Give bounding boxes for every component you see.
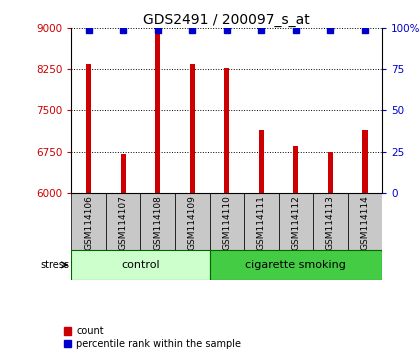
- Bar: [244, 193, 278, 250]
- Bar: [175, 193, 210, 250]
- Text: GSM114107: GSM114107: [119, 195, 128, 250]
- Bar: [328, 152, 333, 193]
- Text: GSM114114: GSM114114: [360, 195, 370, 250]
- Bar: [121, 154, 126, 193]
- Bar: [106, 193, 140, 250]
- Text: stress: stress: [41, 260, 70, 270]
- Bar: [278, 193, 313, 250]
- Text: GSM114110: GSM114110: [222, 195, 231, 250]
- Bar: [155, 31, 160, 193]
- Bar: [210, 193, 244, 250]
- Bar: [71, 250, 210, 280]
- Title: GDS2491 / 200097_s_at: GDS2491 / 200097_s_at: [143, 13, 310, 27]
- Legend: count, percentile rank within the sample: count, percentile rank within the sample: [64, 326, 241, 349]
- Bar: [210, 250, 382, 280]
- Text: GSM114109: GSM114109: [188, 195, 197, 250]
- Text: GSM114112: GSM114112: [291, 195, 300, 250]
- Bar: [190, 64, 195, 193]
- Text: cigarette smoking: cigarette smoking: [245, 260, 346, 270]
- Bar: [71, 193, 106, 250]
- Bar: [362, 130, 368, 193]
- Bar: [259, 130, 264, 193]
- Bar: [348, 193, 382, 250]
- Bar: [293, 146, 299, 193]
- Text: GSM114108: GSM114108: [153, 195, 162, 250]
- Bar: [313, 193, 348, 250]
- Text: GSM114113: GSM114113: [326, 195, 335, 250]
- Text: GSM114111: GSM114111: [257, 195, 266, 250]
- Bar: [140, 193, 175, 250]
- Text: GSM114106: GSM114106: [84, 195, 93, 250]
- Bar: [86, 64, 91, 193]
- Text: control: control: [121, 260, 160, 270]
- Bar: [224, 68, 229, 193]
